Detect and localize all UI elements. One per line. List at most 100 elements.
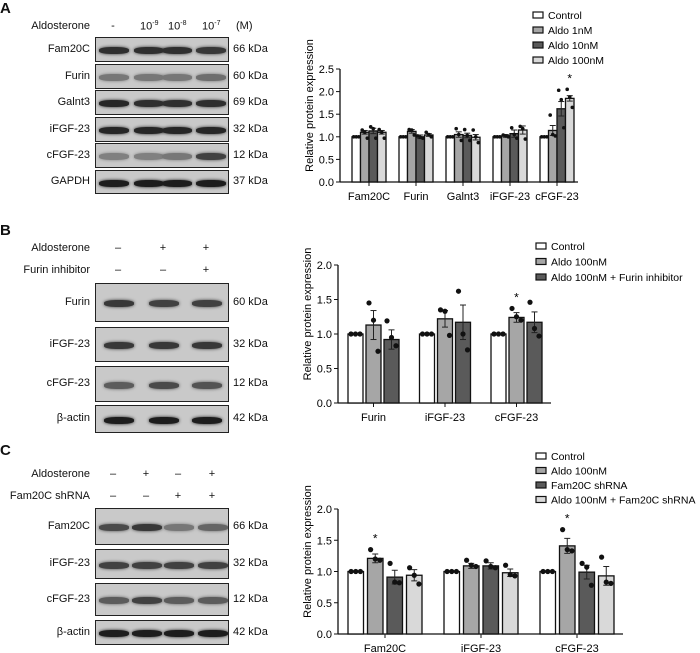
y-tick-label: 2.0 bbox=[319, 87, 334, 99]
molecular-weight-label: 12 kDa bbox=[233, 377, 268, 389]
treatment-label: Aldosterone bbox=[31, 20, 90, 32]
data-point bbox=[567, 95, 572, 99]
data-point bbox=[357, 568, 363, 575]
protein-band bbox=[104, 416, 134, 424]
western-blot-β-actin bbox=[95, 620, 229, 645]
y-tick-label: 2.0 bbox=[317, 504, 332, 516]
bar bbox=[490, 333, 507, 404]
protein-band bbox=[134, 100, 164, 107]
protein-band bbox=[132, 561, 162, 569]
data-point bbox=[492, 135, 497, 139]
significance-mark: * bbox=[373, 532, 378, 546]
data-point bbox=[396, 580, 402, 586]
legend-swatch bbox=[532, 26, 544, 34]
western-blot-gapdh bbox=[95, 170, 229, 194]
bar bbox=[351, 136, 362, 183]
data-point bbox=[366, 300, 372, 306]
x-tick-label: cFGF-23 bbox=[555, 643, 598, 653]
protein-band bbox=[149, 381, 179, 389]
data-point bbox=[404, 135, 408, 139]
data-point bbox=[407, 565, 413, 571]
legend-swatch bbox=[535, 242, 547, 250]
data-point bbox=[442, 308, 448, 314]
western-blot-fam20c bbox=[95, 508, 229, 545]
protein-label: cFGF-23 bbox=[46, 148, 90, 161]
data-point bbox=[491, 331, 497, 337]
protein-band bbox=[99, 524, 129, 531]
data-point bbox=[520, 126, 525, 131]
protein-band bbox=[162, 127, 192, 134]
data-point bbox=[562, 125, 566, 130]
protein-band bbox=[132, 524, 162, 531]
data-point bbox=[464, 347, 471, 353]
treatment-value: + bbox=[208, 468, 216, 480]
data-point bbox=[382, 136, 387, 140]
data-point bbox=[565, 87, 569, 92]
bar bbox=[500, 135, 511, 183]
data-point bbox=[553, 134, 558, 138]
data-point bbox=[498, 135, 502, 139]
data-point bbox=[513, 314, 520, 320]
data-point bbox=[460, 331, 466, 337]
data-point bbox=[412, 133, 417, 137]
protein-band bbox=[162, 153, 192, 160]
y-tick-label: 1.5 bbox=[317, 295, 332, 307]
treatment-value: + bbox=[202, 264, 210, 276]
bar bbox=[556, 108, 567, 183]
molecular-weight-label: 60 kDa bbox=[233, 295, 268, 308]
data-point bbox=[527, 299, 533, 305]
western-blot-β-actin bbox=[95, 405, 229, 433]
legend-label: Control bbox=[551, 451, 585, 463]
protein-band bbox=[164, 561, 194, 569]
western-blot-cfgf-23 bbox=[95, 583, 229, 616]
protein-band bbox=[104, 300, 134, 307]
data-point bbox=[518, 317, 524, 323]
data-point bbox=[588, 582, 595, 588]
legend-label: Aldo 100nM bbox=[548, 55, 604, 67]
protein-band bbox=[99, 100, 129, 107]
treatment-value: + bbox=[174, 490, 182, 502]
data-point bbox=[518, 124, 522, 129]
treatment-value: 10-9 bbox=[140, 20, 159, 33]
data-point bbox=[488, 563, 494, 570]
treatment-value: + bbox=[202, 242, 210, 254]
bar bbox=[443, 570, 461, 635]
data-point bbox=[506, 135, 511, 139]
treatment-value: – bbox=[114, 264, 122, 276]
data-point bbox=[539, 135, 544, 139]
protein-label: cFGF-23 bbox=[46, 592, 90, 605]
treatment-value: + bbox=[208, 490, 216, 502]
y-tick-label: 0.0 bbox=[317, 398, 332, 410]
western-blot-galnt3 bbox=[95, 90, 229, 115]
protein-band bbox=[99, 179, 129, 187]
protein-label: GAPDH bbox=[50, 175, 90, 187]
data-point bbox=[608, 580, 614, 586]
protein-band bbox=[149, 342, 179, 349]
protein-label: Fam20C bbox=[47, 42, 90, 55]
protein-band bbox=[99, 630, 129, 637]
data-point bbox=[570, 105, 575, 110]
protein-band bbox=[134, 153, 164, 160]
protein-label: iFGF-23 bbox=[49, 122, 90, 135]
data-point bbox=[545, 135, 549, 139]
data-point bbox=[462, 127, 467, 132]
legend-label: Aldo 100nM + Fam20C shRNA bbox=[551, 495, 695, 507]
data-point bbox=[377, 557, 383, 563]
legend-swatch bbox=[535, 466, 547, 475]
protein-band bbox=[104, 381, 134, 389]
treatment-value: – bbox=[142, 490, 150, 502]
protein-label: iFGF-23 bbox=[49, 557, 90, 569]
data-point bbox=[515, 136, 519, 140]
data-point bbox=[468, 562, 474, 568]
bar bbox=[462, 565, 480, 635]
protein-label: iFGF-23 bbox=[49, 337, 90, 350]
data-point bbox=[370, 317, 377, 323]
data-point bbox=[495, 135, 500, 139]
bar bbox=[508, 316, 525, 404]
protein-band bbox=[192, 416, 222, 424]
western-blot-cfgf-23 bbox=[95, 143, 229, 168]
data-point bbox=[509, 125, 514, 130]
protein-band bbox=[149, 300, 179, 307]
protein-band bbox=[196, 179, 226, 187]
treatment-value: + bbox=[142, 468, 150, 480]
